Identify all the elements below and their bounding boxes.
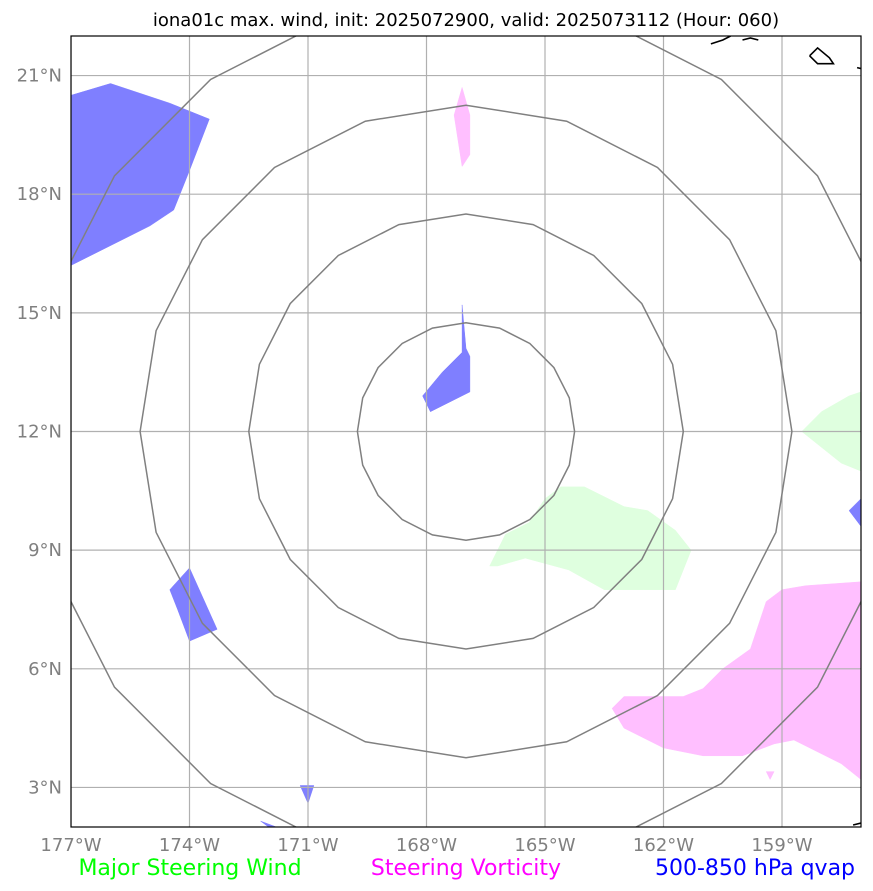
legend-qvap: 500-850 hPa qvap — [655, 856, 855, 881]
legend-steering-vorticity: Steering Vorticity — [371, 856, 561, 881]
range-ring-1 — [356, 321, 576, 542]
lat-tick-label: 18°N — [17, 184, 62, 205]
axis-ticks: 177°W 174°W 171°W 168°W 165°W 162°W 159°W 21°N 1… — [17, 66, 813, 856]
coastline-1 — [809, 46, 835, 65]
lat-tick-label: 12°N — [17, 422, 62, 443]
lon-tick-label: 165°W — [514, 835, 575, 856]
lon-tick-label: 162°W — [633, 835, 694, 856]
lat-tick-label: 9°N — [28, 540, 62, 561]
range-ring-4 — [71, 36, 861, 827]
wind-region-1 — [71, 83, 210, 266]
coastline-2 — [742, 37, 759, 41]
lon-tick-label: 159°W — [751, 835, 812, 856]
map-frame — [70, 35, 862, 828]
map-title: iona01c max. wind, init: 2025072900, val… — [153, 10, 779, 31]
coastline-4 — [856, 66, 861, 74]
lon-tick-label: 174°W — [159, 835, 220, 856]
range-ring-2 — [248, 213, 685, 650]
vorticity-region-2 — [611, 581, 861, 780]
range-rings — [71, 36, 861, 827]
range-ring-3 — [139, 104, 793, 759]
lat-tick-label: 3°N — [28, 777, 62, 798]
wind-region-6 — [848, 498, 861, 527]
coastlines — [710, 36, 861, 826]
lon-tick-label: 177°W — [40, 835, 101, 856]
legend-major-steering-wind: Major Steering Wind — [78, 856, 301, 881]
lat-tick-label: 21°N — [17, 66, 62, 87]
qvap-region-1 — [489, 486, 692, 590]
wind-region-4 — [299, 785, 315, 804]
lon-tick-label: 168°W — [396, 835, 457, 856]
wind-region-2 — [422, 304, 471, 413]
vorticity-region-3 — [765, 771, 775, 781]
wind-region-5 — [260, 820, 277, 827]
lon-tick-label: 171°W — [277, 835, 338, 856]
coastline-3 — [710, 36, 731, 45]
graticule — [71, 36, 861, 827]
coastline-5 — [852, 822, 861, 826]
lat-tick-label: 6°N — [28, 659, 62, 680]
lat-tick-label: 15°N — [17, 303, 62, 324]
